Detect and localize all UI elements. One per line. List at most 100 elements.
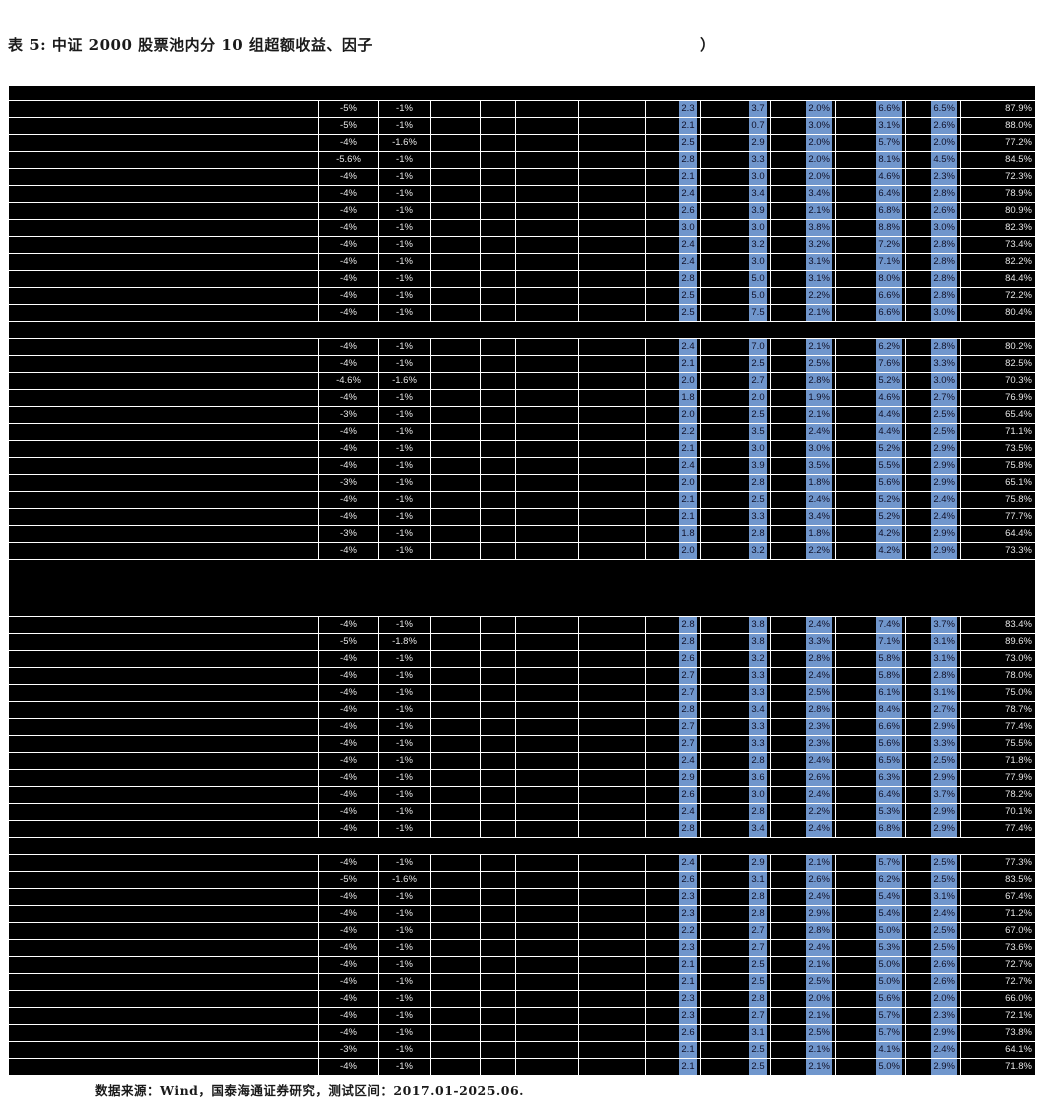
cell-s2-r8-c8: 3.9 [700,457,771,475]
value-chip: 2.5% [806,356,832,372]
row-label [8,338,319,356]
cell-s2-r7-c6 [578,440,646,458]
cell-s1-r10-c10: 7.1% [835,253,906,271]
value-chip: 7.2% [876,237,902,253]
cell-s4-r11-c8: 3.1 [700,1024,771,1042]
row-label [8,372,319,390]
cell-s2-r8-c9: 3.5% [770,457,836,475]
cell-s3-r11-c6 [578,786,646,804]
value-chip: 2.2 [679,923,697,939]
cell-s3-r6-c3 [430,701,481,719]
cell-s1-r12-c7: 2.5 [645,287,701,305]
cell-s3-r13-c2: -1% [378,820,431,838]
cell-s3-r9-c11: 2.5% [905,752,961,770]
cell-s2-r4-c4 [480,389,516,407]
row-label [8,185,319,203]
cell-s4-r4-c2: -1% [378,905,431,923]
value-chip: 3.7% [931,787,957,803]
section-separator [8,321,1036,339]
cell-s1-r12-c9: 2.2% [770,287,836,305]
cell-s1-r5-c7: 2.1 [645,168,701,186]
cell-s1-r6-c5 [515,185,579,203]
value-chip: 5.5% [876,458,902,474]
cell-s3-r5-c4 [480,684,516,702]
cell-s2-r12-c6 [578,525,646,543]
cell-s2-r8-c10: 5.5% [835,457,906,475]
value-chip: 2.3 [679,940,697,956]
cell-s1-r11-c7: 2.8 [645,270,701,288]
cell-s2-r12-c3 [430,525,481,543]
cell-s3-r11-c7: 2.6 [645,786,701,804]
cell-s4-r10-c7: 2.3 [645,1007,701,1025]
cell-s1-r7-c10: 6.8% [835,202,906,220]
cell-s4-r2-c6 [578,871,646,889]
cell-s4-r10-c10: 5.7% [835,1007,906,1025]
value-chip: 2.8% [931,254,957,270]
cell-s3-r7-c2: -1% [378,718,431,736]
value-chip: 3.2 [749,237,767,253]
cell-s2-r13-c10: 4.2% [835,542,906,560]
cell-s4-r11-c12: 73.8% [960,1024,1036,1042]
cell-s3-r9-c6 [578,752,646,770]
cell-s4-r8-c9: 2.5% [770,973,836,991]
cell-s2-r1-c3 [430,338,481,356]
row-label [8,1041,319,1059]
value-chip: 2.6% [931,957,957,973]
cell-s1-r3-c1: -4% [318,134,379,152]
cell-s1-r2-c11: 2.6% [905,117,961,135]
cell-s4-r9-c11: 2.0% [905,990,961,1008]
cell-s2-r10-c11: 2.4% [905,491,961,509]
cell-s1-r3-c3 [430,134,481,152]
table-row: -4% -1% 2.4 3.4 3.4% 6.4% 2.8% 78.9% [8,185,1036,203]
table-row: -4% -1% 2.7 3.3 2.3% 5.6% 3.3% 75.5% [8,735,1036,753]
cell-s3-r12-c6 [578,803,646,821]
table-row: -4% -1% 2.2 3.5 2.4% 4.4% 2.5% 71.1% [8,423,1036,441]
cell-s2-r7-c3 [430,440,481,458]
cell-s2-r12-c12: 64.4% [960,525,1036,543]
cell-s4-r2-c3 [430,871,481,889]
value-chip: 2.6 [679,872,697,888]
cell-s4-r11-c11: 2.9% [905,1024,961,1042]
value-chip: 3.3 [749,719,767,735]
value-chip: 5.3% [876,804,902,820]
value-chip: 2.1 [679,509,697,525]
row-label [8,236,319,254]
cell-s2-r3-c9: 2.8% [770,372,836,390]
cell-s1-r1-c2: -1% [378,100,431,118]
value-chip: 1.8 [679,390,697,406]
cell-s4-r10-c9: 2.1% [770,1007,836,1025]
cell-s3-r5-c10: 6.1% [835,684,906,702]
value-chip: 3.3% [806,634,832,650]
cell-s3-r11-c2: -1% [378,786,431,804]
value-chip: 2.2% [806,804,832,820]
table-row: -4% -1% 2.7 3.3 2.4% 5.8% 2.8% 78.0% [8,667,1036,685]
cell-s3-r13-c4 [480,820,516,838]
cell-s3-r2-c12: 89.6% [960,633,1036,651]
cell-s3-r9-c8: 2.8 [700,752,771,770]
cell-s2-r13-c6 [578,542,646,560]
cell-s3-r2-c9: 3.3% [770,633,836,651]
cell-s4-r1-c8: 2.9 [700,854,771,872]
table-row: -4% -1% 2.2 2.7 2.8% 5.0% 2.5% 67.0% [8,922,1036,940]
value-chip: 2.3 [679,889,697,905]
cell-s3-r7-c11: 2.9% [905,718,961,736]
cell-s1-r3-c6 [578,134,646,152]
value-chip: 2.5% [806,974,832,990]
table-row: -4% -1% 3.0 3.0 3.8% 8.8% 3.0% 82.3% [8,219,1036,237]
cell-s2-r12-c7: 1.8 [645,525,701,543]
cell-s1-r1-c1: -5% [318,100,379,118]
row-label [8,786,319,804]
cell-s4-r12-c1: -3% [318,1041,379,1059]
cell-s4-r12-c4 [480,1041,516,1059]
cell-s3-r13-c12: 77.4% [960,820,1036,838]
value-chip: 3.1% [931,889,957,905]
cell-s1-r11-c3 [430,270,481,288]
value-chip: 2.4% [806,787,832,803]
cell-s4-r5-c3 [430,922,481,940]
cell-s3-r3-c6 [578,650,646,668]
value-chip: 0.7 [749,118,767,134]
value-chip: 5.8% [876,668,902,684]
cell-s4-r7-c7: 2.1 [645,956,701,974]
cell-s1-r12-c1: -4% [318,287,379,305]
value-chip: 3.4% [806,186,832,202]
